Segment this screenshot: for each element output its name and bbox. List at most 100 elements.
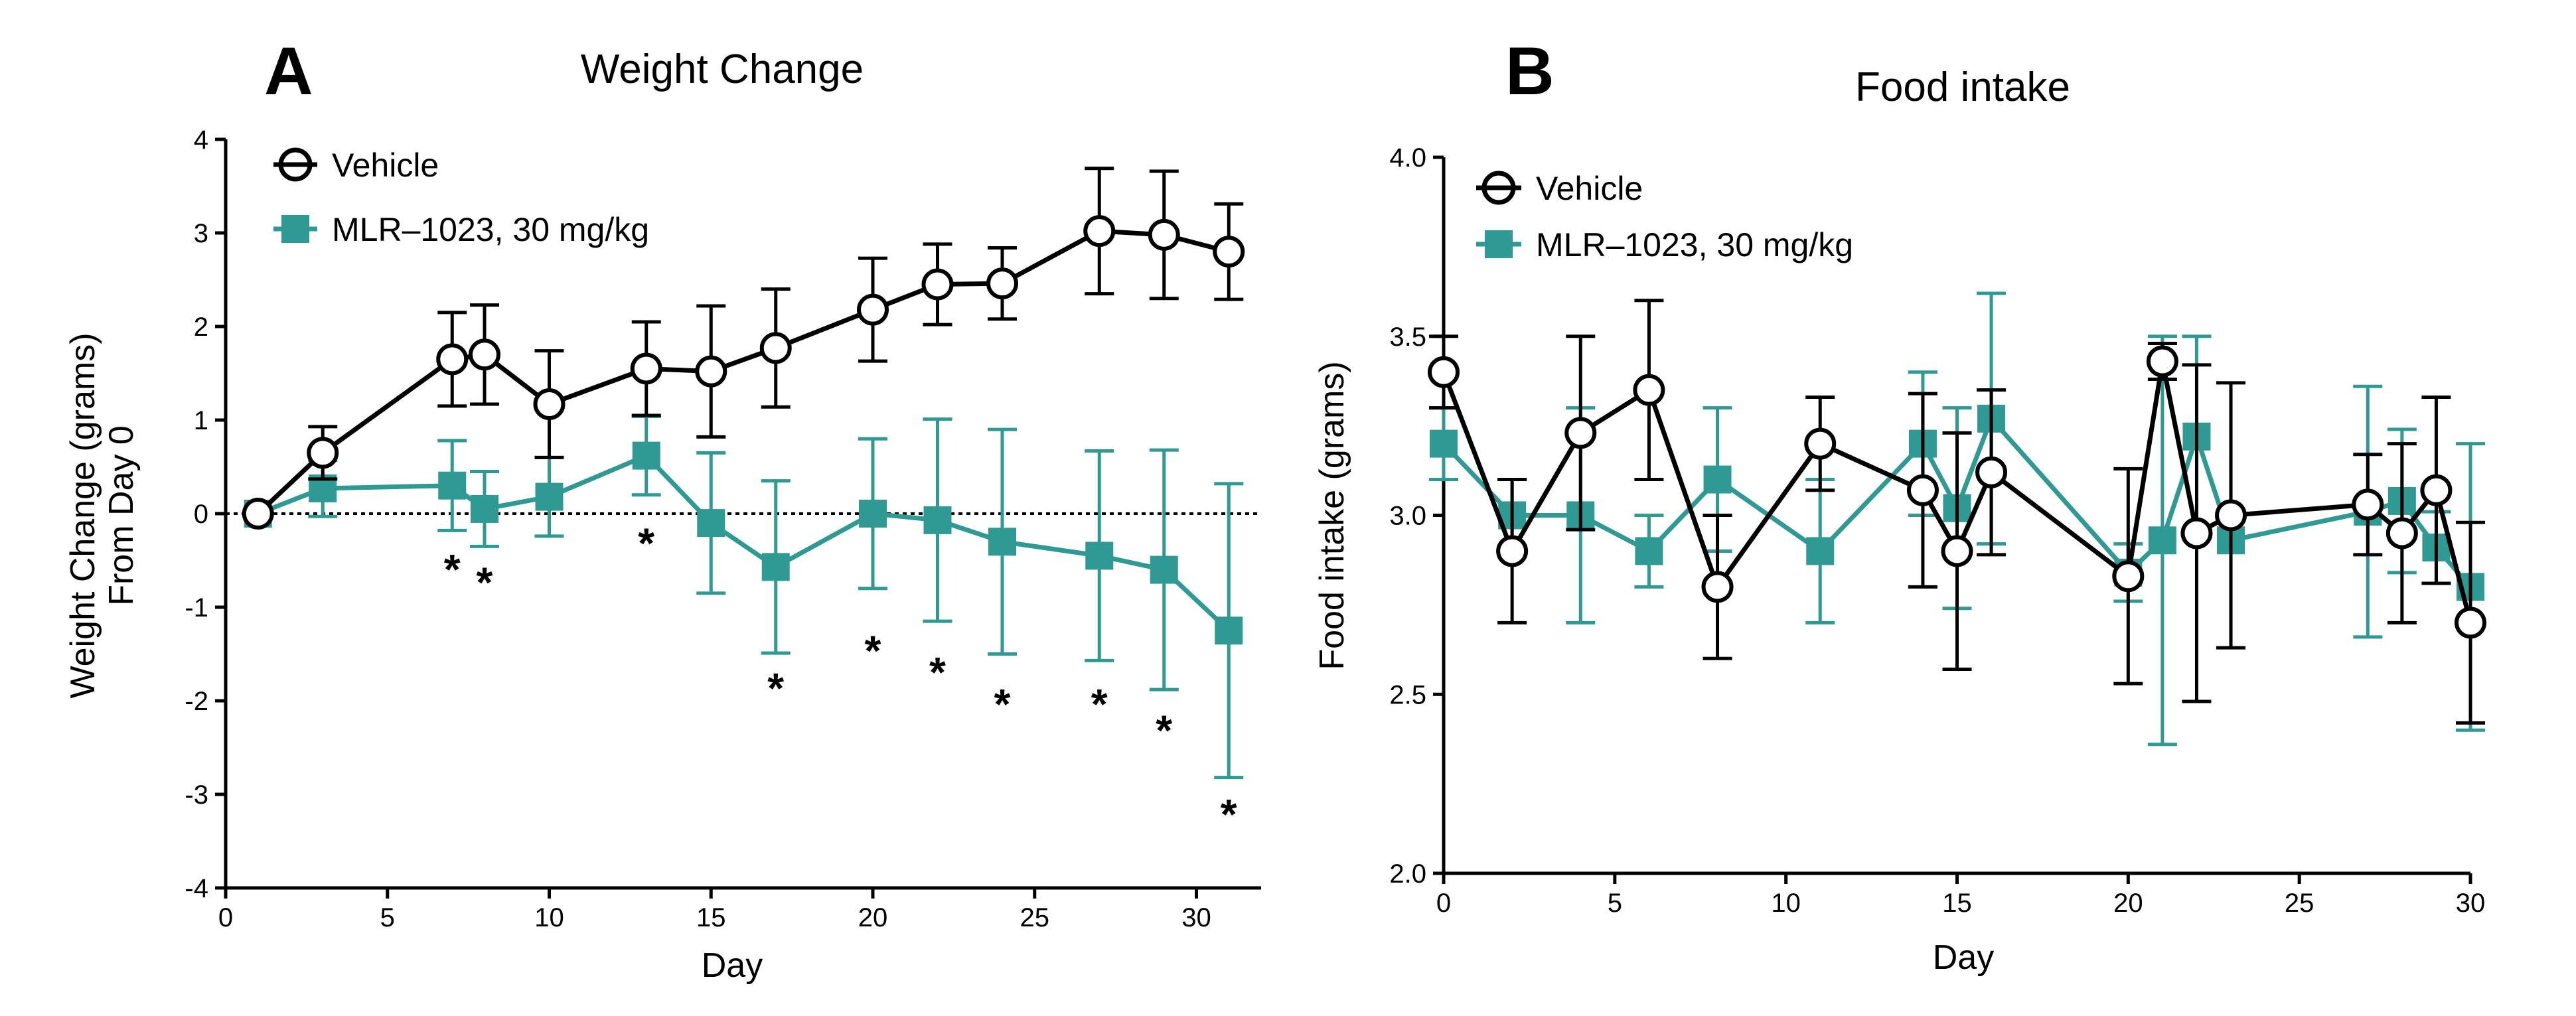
panel-a-x-tick-label: 25 [1020, 903, 1050, 932]
panel-b-x-tick-label: 5 [1608, 889, 1622, 918]
panel-a-x-tick-label: 15 [696, 903, 726, 932]
panel-b-vehicle-point [1428, 356, 1460, 388]
panel-a-drug-point [761, 553, 790, 581]
panel-b-x-tick-label: 30 [2456, 889, 2486, 918]
panel-a-vehicle-point [533, 388, 566, 421]
panel-a-vehicle-point [1083, 215, 1116, 248]
panel-a-significance-star: * [444, 545, 461, 593]
panel-a-vehicle-point [436, 343, 469, 376]
panel-b-drug-point [1635, 537, 1663, 565]
panel-a-drug-point [1215, 617, 1243, 645]
panel-a-drug-point [859, 500, 887, 528]
panel-b-letter: B [1505, 33, 1554, 109]
panel-a-x-tick-label: 30 [1181, 903, 1211, 932]
panel-b-vehicle-point [1633, 374, 1665, 406]
panel-b-vehicle-point [2146, 345, 2178, 378]
panel-a-vehicle-point [469, 338, 500, 371]
panel-b-y-axis-title: Food intake (grams) [1313, 361, 1351, 670]
panel-a-drug-point [632, 441, 660, 470]
panel-a-vehicle-point [1213, 236, 1245, 268]
panel-a-vehicle-point [242, 498, 274, 530]
panel-a-x-axis-title: Day [702, 946, 763, 985]
panel-a-significance-star: * [865, 626, 881, 674]
panel-a-y-tick-label: 1 [194, 406, 208, 435]
panel-b-x-tick-label: 25 [2285, 889, 2314, 918]
panel-a-y-tick-label: -4 [185, 874, 208, 903]
panel-a-significance-star: * [477, 559, 493, 607]
legend-drug-marker-icon [1485, 230, 1513, 258]
legend-drug-marker-icon [281, 215, 309, 243]
panel-a-vehicle-point [759, 332, 792, 364]
panel-a-vehicle-line [256, 228, 1230, 516]
panel-a-x-tick-label: 0 [218, 903, 233, 932]
legend-drug-label: MLR–1023, 30 mg/kg [1536, 226, 1853, 263]
panel-a-y-tick-label: -1 [185, 593, 208, 622]
panel-a-significance-star: * [1221, 790, 1237, 838]
panel-b-drug-point [1703, 465, 1732, 494]
panel-b-vehicle-point [2352, 488, 2384, 521]
panel-b-vehicle-point [1804, 427, 1837, 460]
panel-a-y-tick-label: -2 [185, 687, 208, 716]
panel-a-vehicle-point [630, 352, 662, 385]
legend-vehicle-label: Vehicle [1536, 170, 1643, 207]
panel-a-y-tick-label: 0 [194, 500, 208, 529]
panel-a-vehicle-point [695, 355, 727, 388]
panel-b-title: Food intake [1855, 64, 2070, 110]
panel-a-drug-point [438, 471, 467, 500]
panel-a-letter: A [264, 33, 313, 109]
panel-b-vehicle-point [2215, 499, 2247, 532]
panel-a-drug-point [1085, 542, 1114, 570]
panel-b-drug-point [1806, 537, 1835, 565]
panel-b-series-vehicle [1428, 299, 2486, 725]
panel-a-vehicle-point [307, 437, 339, 469]
panel-b-vehicle-point [1701, 571, 1734, 603]
panel-b-drug-point [2148, 526, 2176, 555]
panel-b-vehicle-point [2386, 517, 2418, 549]
panel-a-y-axis-title-line-2: From Day 0 [102, 425, 141, 606]
panel-a-y-tick-label: 4 [194, 125, 208, 155]
panel-b-x-tick-label: 0 [1436, 889, 1451, 918]
panel-b-vehicle-point [1975, 456, 2008, 488]
panel-b-vehicle-point [2180, 517, 2213, 549]
panel-b-y-tick-label: 2.0 [1389, 859, 1426, 889]
panel-a-drug-point [697, 509, 725, 538]
panel-b-vehicle-point [1941, 535, 1973, 567]
panel-b-drug-point [1430, 429, 1458, 458]
panel-a-plot-area: -4 -3 -2 -1 0 1 2 3 4 0 5 10 15 20 25 30 * * * * * * * * * * [185, 125, 1261, 932]
legend-drug-label: MLR–1023, 30 mg/kg [332, 211, 649, 248]
panel-a-significance-star: * [767, 664, 784, 712]
panel-b-x-tick-label: 20 [2113, 889, 2143, 918]
panel-a-x-tick-label: 20 [858, 903, 888, 932]
panel-a-legend: Vehicle MLR–1023, 30 mg/kg [273, 147, 649, 248]
panel-a-drug-point [471, 494, 498, 523]
panel-a-drug-point [923, 506, 952, 534]
panel-a-series-vehicle [242, 167, 1245, 530]
panel-a-x-tick-label: 10 [534, 903, 564, 932]
panel-b-vehicle-point [1564, 417, 1597, 449]
panel-a-drug-point [535, 482, 564, 511]
panel-a-x-tick-label: 5 [380, 903, 395, 932]
panel-a-y-tick-label: 2 [194, 313, 208, 342]
panel-b-y-tick-label: 2.5 [1389, 680, 1426, 709]
panel-b-y-tick-label: 4.0 [1389, 143, 1426, 173]
panel-b-vehicle-point [2420, 474, 2453, 506]
panel-a-drug-point [988, 528, 1016, 556]
panel-a-y-tick-label: 3 [194, 219, 208, 248]
panel-b-x-tick-label: 15 [1942, 889, 1972, 918]
panel-b-plot-area: 2.0 2.5 3.0 3.5 4.0 0 5 10 15 20 25 30 [1389, 143, 2486, 918]
panel-a-title: Weight Change [581, 46, 864, 92]
panel-a-significance-star: * [929, 648, 946, 696]
panel-a-significance-star: * [1091, 680, 1108, 728]
panel-a-vehicle-point [1148, 218, 1180, 251]
panel-a-vehicle-point [921, 268, 954, 301]
panel-a-significance-star: * [994, 680, 1011, 728]
panel-b-y-tick-label: 3.0 [1389, 502, 1426, 531]
panel-a-significance-star: * [1156, 706, 1172, 754]
panel-a-vehicle-point [857, 293, 889, 326]
panel-b-vehicle-point [2455, 607, 2486, 639]
panel-b-legend: Vehicle MLR–1023, 30 mg/kg [1476, 170, 1853, 263]
panel-a-y-tick-label: -3 [185, 780, 208, 810]
panel-b-vehicle-point [2112, 560, 2145, 593]
panel-b-vehicle-point [1906, 474, 1939, 506]
